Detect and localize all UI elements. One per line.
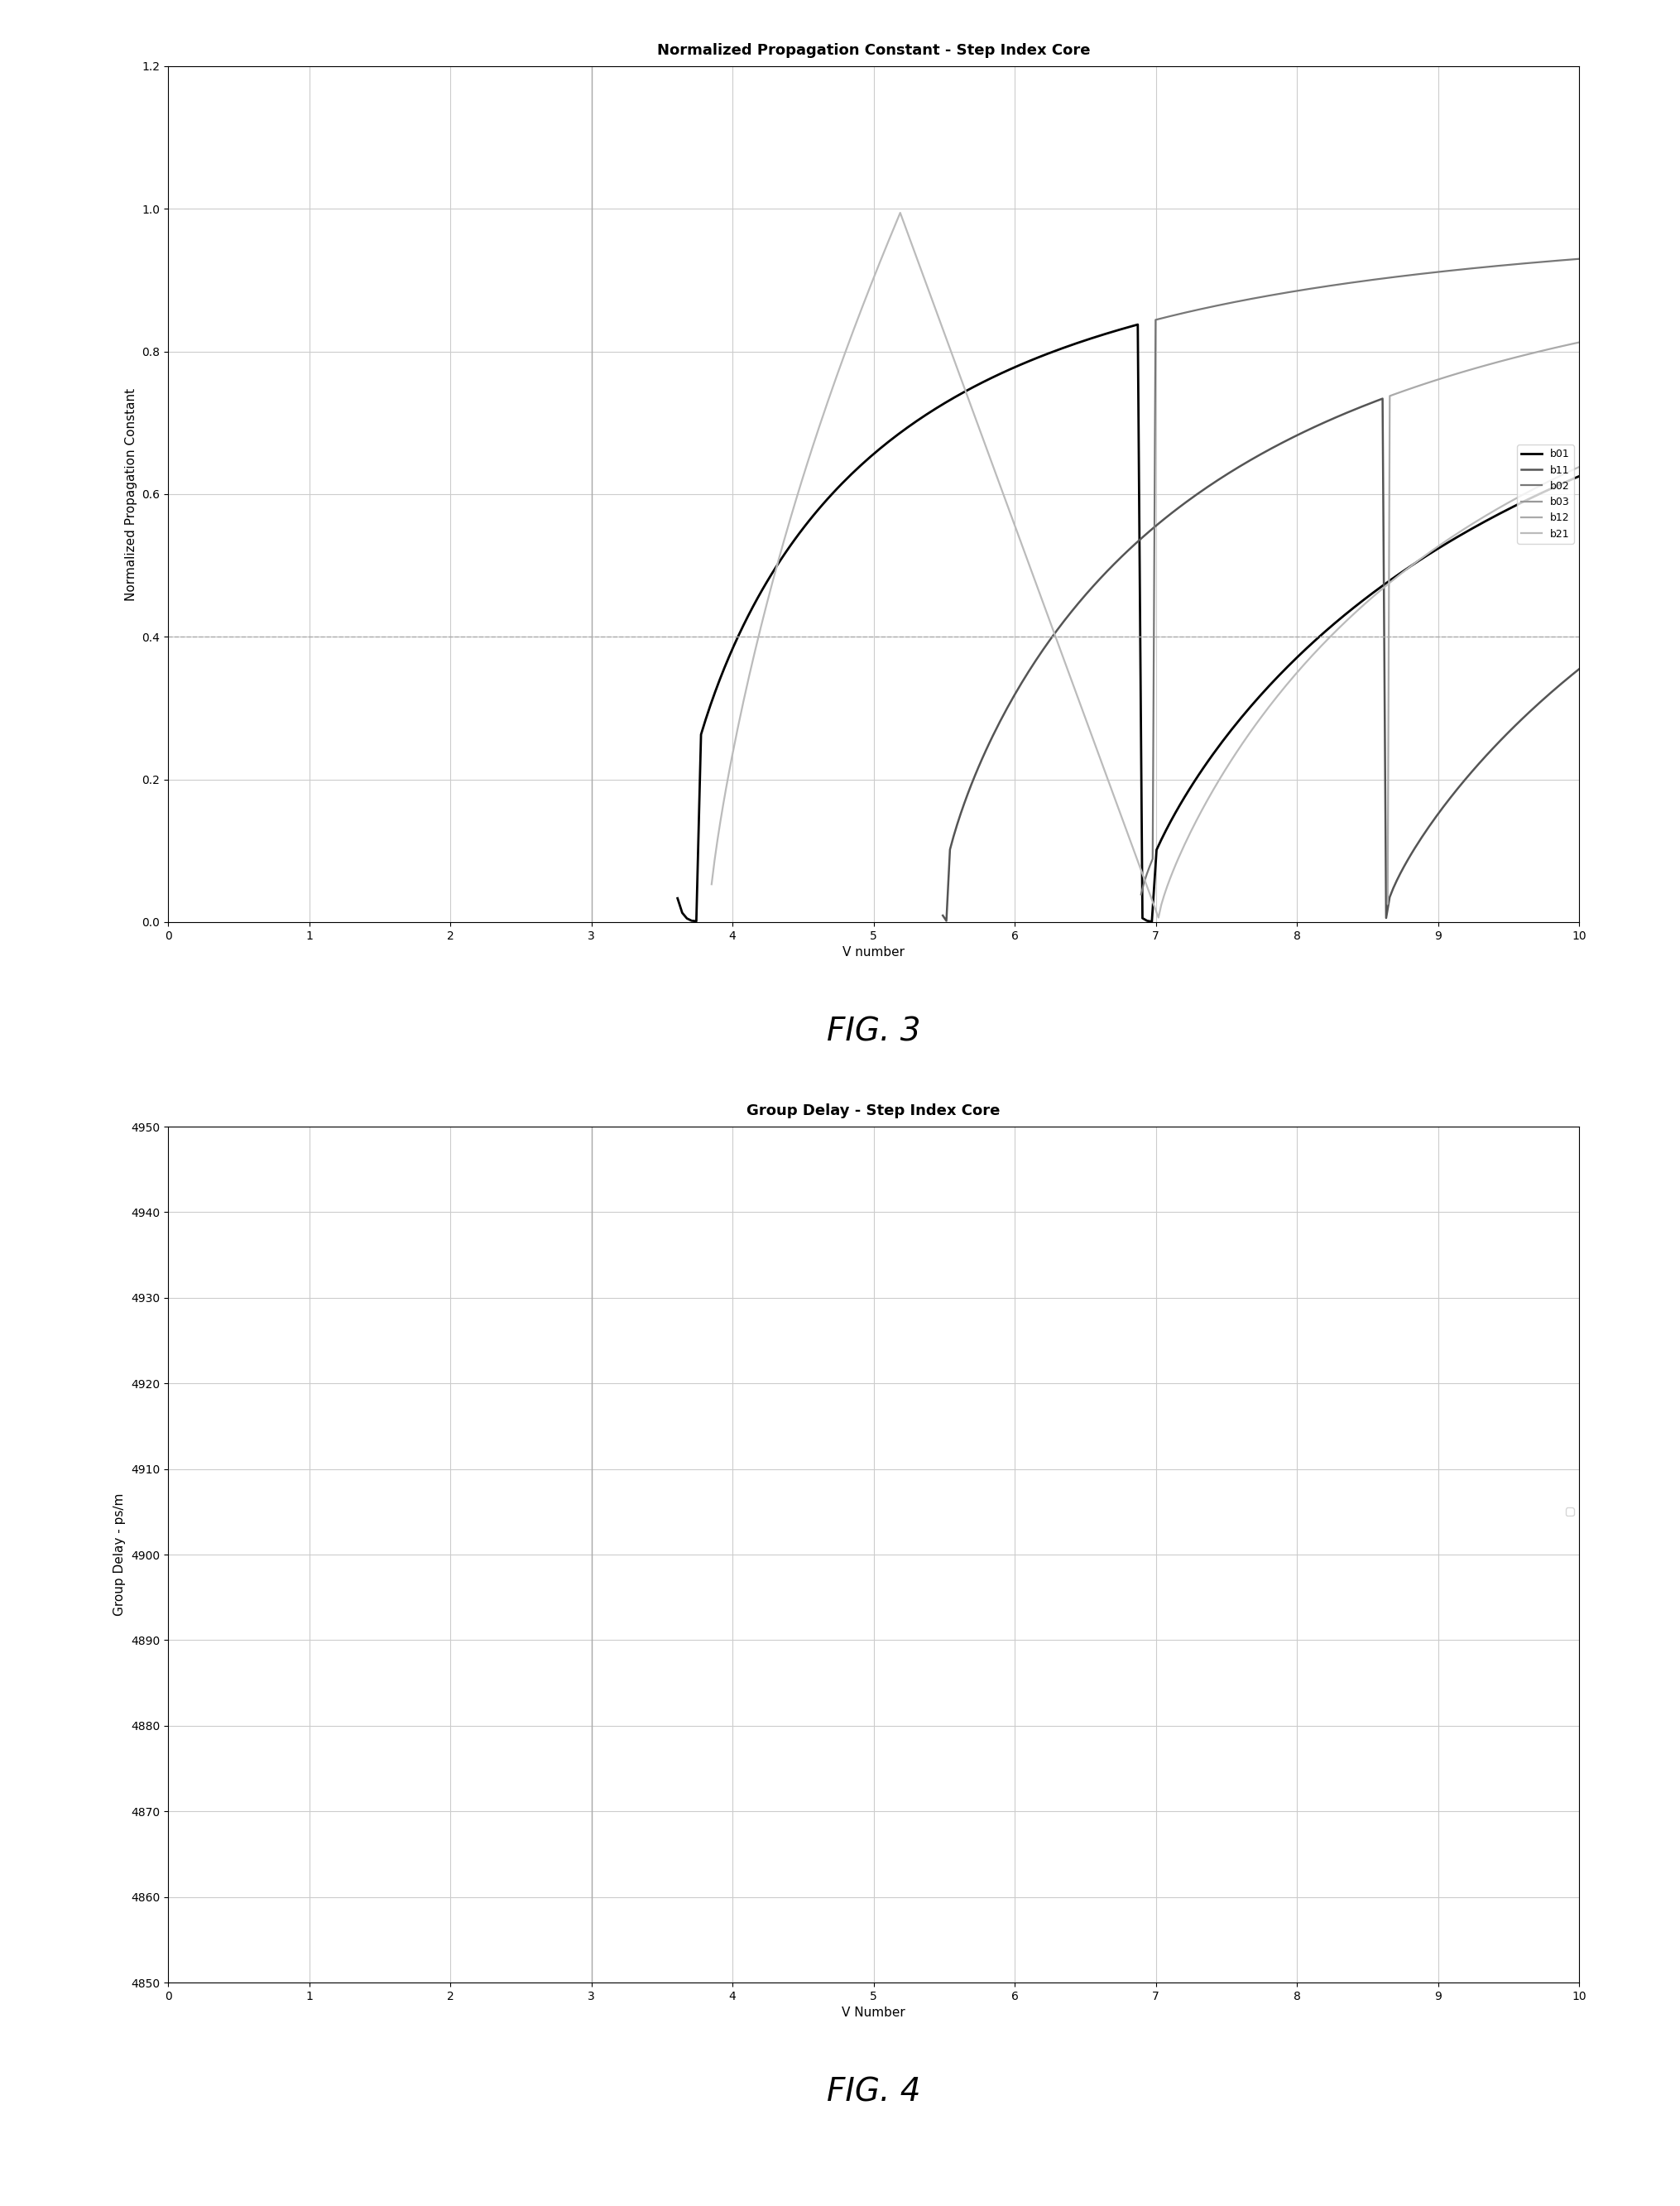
b21	[1149, 904, 1169, 931]
Line: b12: b12	[1388, 342, 1579, 904]
b02	[1415, 260, 1435, 287]
b21	[1258, 695, 1278, 721]
b11	[1373, 386, 1393, 413]
Line: b01: b01	[677, 324, 1579, 922]
b01	[1127, 311, 1147, 338]
X-axis label: V number: V number	[843, 946, 904, 960]
Line: b21: b21	[712, 212, 1579, 918]
Text: FIG. 3: FIG. 3	[827, 1017, 921, 1048]
b21	[890, 199, 911, 225]
b12	[1529, 338, 1549, 364]
b12	[1530, 338, 1551, 364]
b21	[1398, 556, 1418, 582]
b11	[1569, 655, 1589, 682]
b12	[1527, 340, 1547, 366]
b21	[734, 688, 754, 715]
b02	[1242, 285, 1262, 311]
b02	[1282, 278, 1302, 304]
b01	[879, 428, 899, 454]
b12	[1378, 891, 1398, 918]
b01	[1349, 591, 1369, 618]
b11	[1415, 818, 1435, 845]
b11	[1119, 536, 1139, 563]
b11	[932, 902, 953, 929]
b01	[667, 885, 687, 911]
b02	[1425, 258, 1445, 285]
b21	[702, 871, 722, 898]
b01	[1352, 587, 1373, 613]
Legend: b01, b11, b02, b03, b12, b21: b01, b11, b02, b03, b12, b21	[1517, 446, 1574, 543]
b01	[1236, 699, 1257, 726]
Title: Group Delay - Step Index Core: Group Delay - Step Index Core	[748, 1103, 1000, 1118]
b11	[990, 708, 1010, 735]
Line: b02: b02	[1141, 258, 1579, 893]
b11	[1215, 461, 1235, 488]
b21	[1569, 454, 1589, 481]
Y-axis label: Group Delay - ps/m: Group Delay - ps/m	[114, 1493, 126, 1617]
b11	[998, 695, 1018, 721]
b11	[1050, 611, 1070, 638]
b12	[1492, 349, 1512, 375]
Line: b11: b11	[942, 399, 1579, 920]
b11	[936, 907, 956, 933]
b01	[1142, 909, 1163, 935]
X-axis label: V Number: V Number	[842, 2007, 906, 2018]
b02	[1198, 293, 1218, 320]
b02	[1146, 307, 1166, 333]
b21	[1415, 543, 1435, 569]
Text: FIG. 4: FIG. 4	[827, 2076, 921, 2109]
Y-axis label: Normalized Propagation Constant: Normalized Propagation Constant	[124, 388, 138, 600]
b12	[1537, 335, 1557, 362]
b02	[1131, 880, 1151, 907]
b21	[748, 624, 768, 651]
b12	[1569, 329, 1589, 355]
b21	[1488, 496, 1509, 523]
b01	[1030, 344, 1050, 371]
Title: Normalized Propagation Constant - Step Index Core: Normalized Propagation Constant - Step I…	[657, 44, 1090, 57]
b01	[1569, 463, 1589, 490]
b01	[996, 357, 1016, 384]
b12	[1519, 342, 1539, 368]
b02	[1569, 245, 1589, 271]
Legend: 	[1566, 1507, 1574, 1516]
